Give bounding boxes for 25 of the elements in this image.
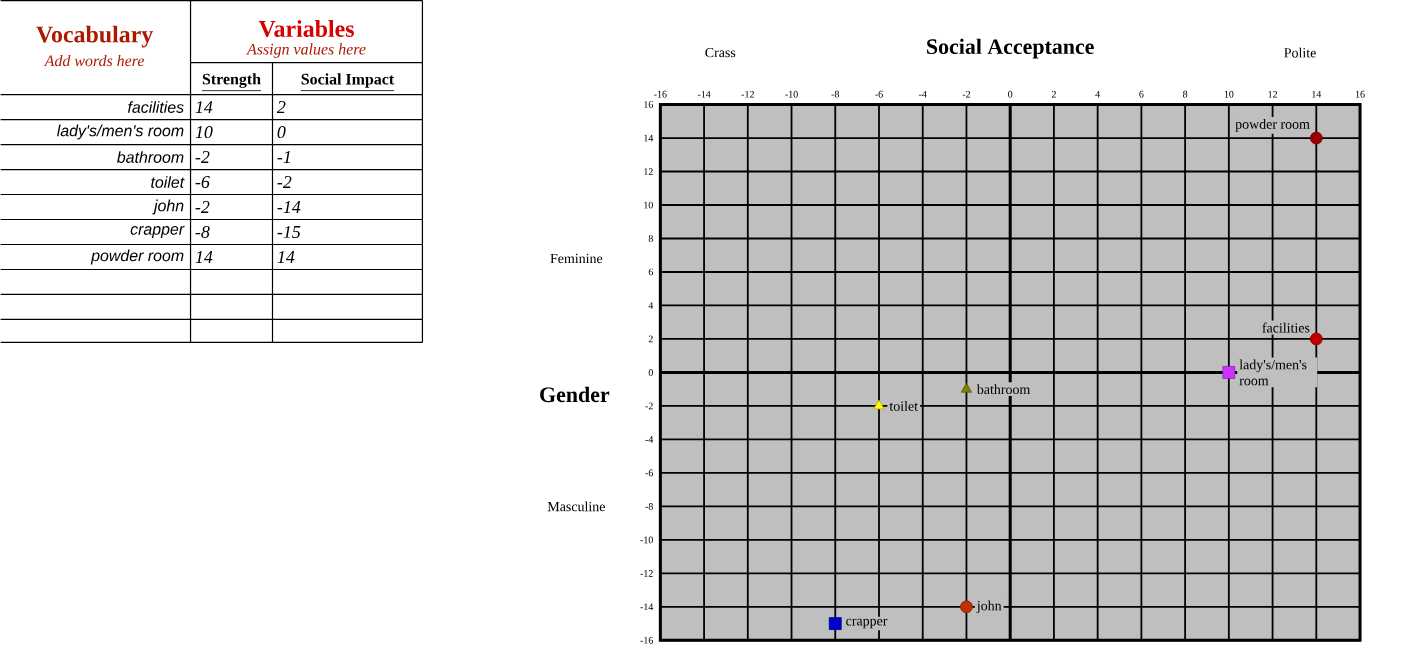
text: 10 — [195, 125, 213, 138]
text: -8 — [195, 225, 210, 238]
text: -2 — [277, 175, 292, 188]
text: -1 — [277, 150, 290, 163]
text: Variables — [258, 19, 354, 37]
y-axis-title: Gender — [540, 386, 610, 402]
point — [873, 399, 885, 410]
text: 14 — [195, 100, 213, 113]
text: 0 — [277, 125, 286, 138]
text: 14 — [277, 250, 295, 263]
point — [960, 382, 973, 393]
text: 14 — [195, 250, 213, 263]
text: -2 — [195, 200, 210, 213]
point — [1222, 365, 1236, 379]
text: -2 — [195, 150, 210, 163]
text: -15 — [277, 225, 301, 238]
chart-title: Social Acceptance — [927, 38, 1094, 59]
text: 2 — [276, 100, 286, 113]
text: -14 — [277, 200, 301, 213]
point — [960, 600, 973, 614]
text: -6 — [195, 175, 210, 188]
point — [1309, 131, 1323, 145]
point — [1309, 332, 1323, 346]
point — [828, 617, 842, 630]
text: Vocabulary — [36, 25, 154, 48]
